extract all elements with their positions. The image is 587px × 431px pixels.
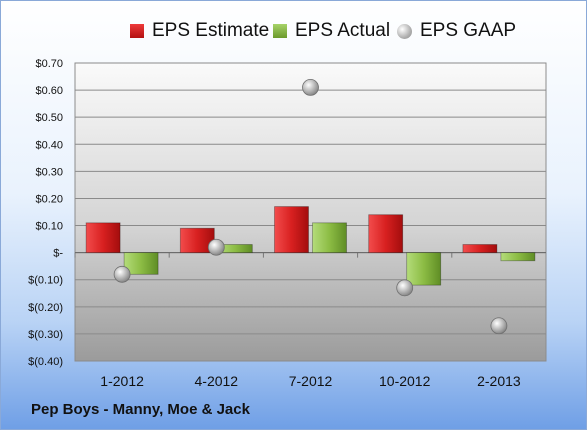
y-axis-tick-labels: $0.70 $0.60 $0.50 $0.40 $0.30 $0.20 $0.10 $- $(0… bbox=[28, 58, 63, 368]
gaap-points bbox=[113, 78, 508, 335]
legend-marker-eps-gaap bbox=[397, 23, 412, 39]
legend-label-eps-actual: EPS Actual bbox=[295, 20, 391, 41]
bar-eps-estimate bbox=[462, 244, 498, 254]
bar-eps-estimate bbox=[368, 214, 404, 254]
y-tick-label: $0.40 bbox=[35, 139, 63, 151]
x-tick-label: 1-2012 bbox=[100, 373, 144, 389]
y-tick-label: $0.10 bbox=[35, 221, 63, 233]
legend-label-eps-gaap: EPS GAAP bbox=[420, 20, 517, 41]
point-eps-gaap bbox=[302, 78, 319, 96]
legend-item-eps-estimate: EPS Estimate bbox=[130, 11, 269, 51]
bar-eps-actual bbox=[123, 252, 159, 275]
y-tick-label: $(0.30) bbox=[28, 329, 63, 341]
x-tick-label: 7-2012 bbox=[289, 373, 333, 389]
legend: EPS Estimate EPS Actual EPS GAAP bbox=[1, 11, 587, 51]
y-tick-label: $(0.10) bbox=[28, 275, 63, 287]
legend-label-eps-estimate: EPS Estimate bbox=[152, 20, 270, 41]
x-tick-label: 2-2013 bbox=[477, 373, 521, 389]
point-eps-gaap bbox=[113, 265, 131, 283]
y-tick-label: $(0.20) bbox=[28, 302, 63, 314]
y-tick-label: $0.20 bbox=[35, 193, 63, 205]
bar-eps-estimate bbox=[85, 222, 121, 254]
legend-swatch-eps-actual bbox=[273, 24, 287, 38]
y-tick-label: $(0.40) bbox=[28, 356, 63, 368]
point-eps-gaap bbox=[396, 279, 414, 297]
x-axis-tick-labels: 1-2012 4-2012 7-2012 10-2012 2-2013 bbox=[100, 373, 521, 389]
y-tick-label: $0.70 bbox=[35, 58, 63, 70]
point-eps-gaap bbox=[207, 238, 225, 256]
legend-swatch-eps-estimate bbox=[130, 24, 144, 38]
bar-eps-actual bbox=[312, 222, 347, 254]
bar-eps-actual bbox=[406, 252, 442, 286]
legend-item-eps-gaap: EPS GAAP bbox=[397, 11, 516, 51]
plot-area bbox=[74, 62, 547, 362]
y-tick-label: $0.60 bbox=[35, 85, 63, 97]
gridlines bbox=[74, 62, 546, 362]
y-tick-label: $0.30 bbox=[35, 166, 63, 178]
company-name-label: Pep Boys - Manny, Moe & Jack bbox=[31, 401, 250, 418]
bar-eps-estimate bbox=[274, 206, 309, 254]
legend-item-eps-actual: EPS Actual bbox=[273, 11, 390, 51]
y-tick-label: $0.50 bbox=[35, 112, 63, 124]
point-eps-gaap bbox=[490, 317, 508, 335]
y-tick-label: $- bbox=[53, 248, 63, 260]
x-tick-label: 10-2012 bbox=[379, 373, 431, 389]
x-tick-label: 4-2012 bbox=[195, 373, 239, 389]
bar-eps-actual bbox=[500, 252, 536, 262]
